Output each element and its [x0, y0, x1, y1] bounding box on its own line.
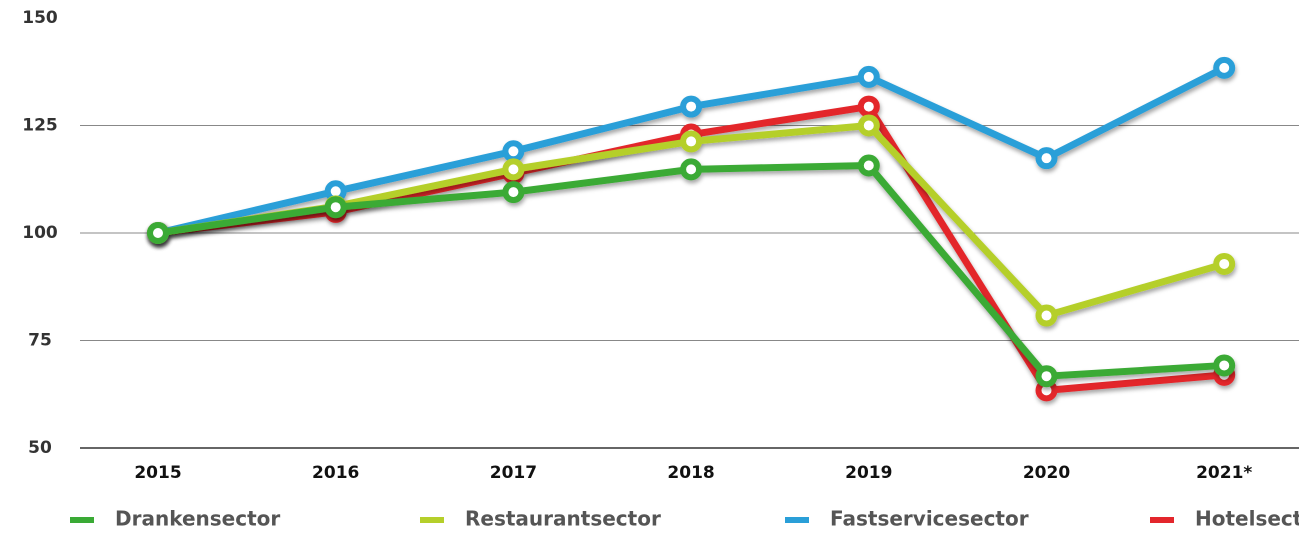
point	[502, 140, 525, 163]
point	[857, 154, 880, 177]
x-tick-label: 2015	[134, 463, 181, 483]
x-tick-label: 2021*	[1196, 463, 1252, 483]
point	[1035, 147, 1058, 170]
point	[502, 158, 525, 181]
point	[857, 65, 880, 88]
point	[680, 130, 703, 153]
point	[324, 196, 347, 219]
x-tick-label: 2017	[490, 463, 537, 483]
x-tick-label: 2019	[845, 463, 892, 483]
point	[857, 95, 880, 118]
y-tick-label: 75	[28, 331, 52, 351]
x-tick-label: 2018	[667, 463, 714, 483]
legend-label: Fastservicesector	[830, 507, 1029, 530]
y-tick-label: 125	[22, 116, 58, 136]
point	[147, 222, 169, 244]
point	[1213, 252, 1236, 275]
series	[147, 154, 1236, 388]
point	[680, 95, 703, 118]
x-tick-label: 2020	[1023, 463, 1070, 483]
legend-label: Hotelsector	[1195, 507, 1299, 530]
point	[1035, 365, 1058, 388]
point	[1213, 56, 1236, 79]
legend-label: Drankensector	[115, 507, 280, 530]
legend-label: Restaurantsector	[465, 507, 661, 530]
point	[680, 158, 703, 181]
y-tick-label: 150	[22, 8, 58, 28]
line	[157, 122, 1226, 320]
point	[1035, 304, 1058, 327]
x-tick-label: 2016	[312, 463, 359, 483]
point	[1213, 354, 1236, 377]
y-tick-label: 50	[28, 438, 52, 458]
y-tick-label: 100	[22, 223, 58, 243]
point	[857, 114, 880, 137]
point	[502, 181, 525, 204]
